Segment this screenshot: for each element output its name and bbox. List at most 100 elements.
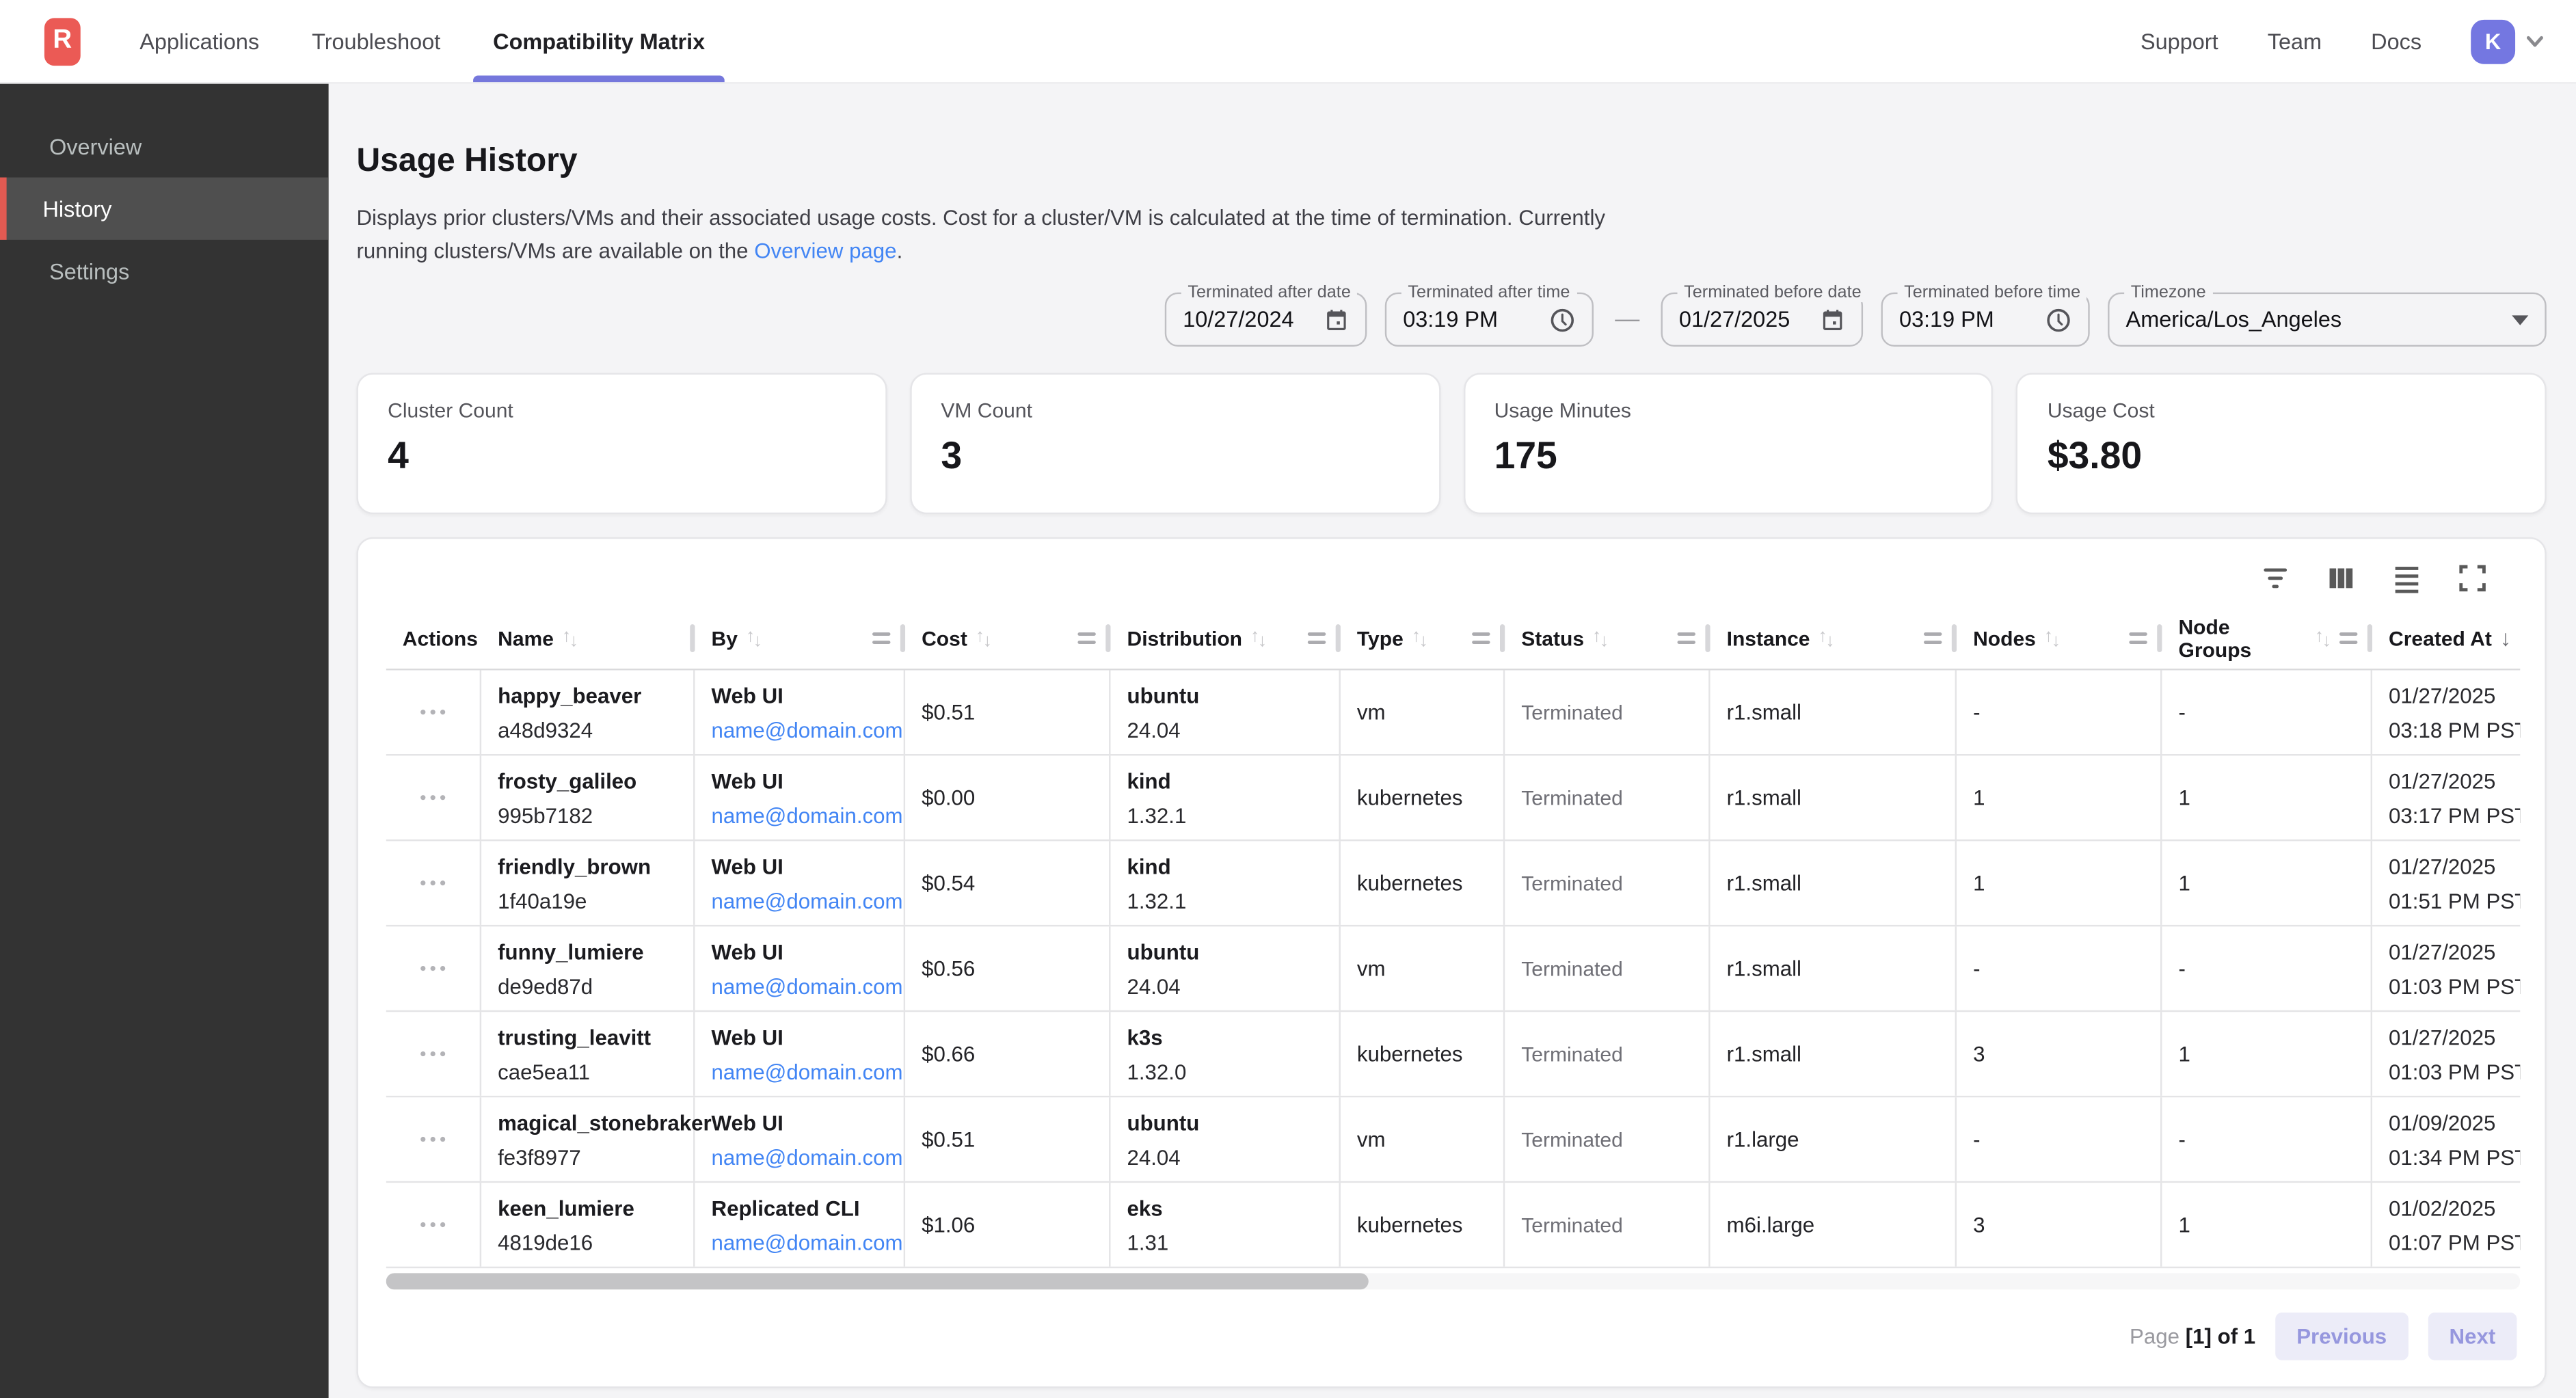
- column-header-node-groups[interactable]: Node Groups ↑ ↓: [2162, 608, 2373, 669]
- column-separator[interactable]: [2367, 624, 2373, 653]
- email-link[interactable]: name@domain.com: [711, 1058, 903, 1084]
- columns-icon[interactable]: [2326, 563, 2356, 593]
- avatar[interactable]: K: [2471, 18, 2516, 64]
- clock-icon[interactable]: [1549, 306, 1575, 332]
- column-header-created-at[interactable]: Created At ↓: [2389, 626, 2512, 651]
- sort-icon[interactable]: ↑ ↓: [745, 626, 762, 651]
- calendar-icon[interactable]: [1324, 307, 1349, 332]
- sidebar-item-history[interactable]: History: [0, 177, 329, 240]
- previous-button[interactable]: Previous: [2275, 1313, 2409, 1360]
- sort-icon[interactable]: ↑ ↓: [1592, 626, 1609, 651]
- column-header-by[interactable]: By ↑ ↓: [695, 608, 906, 669]
- by-cell: Replicated CLI name@domain.com: [695, 1183, 906, 1267]
- sort-icon[interactable]: ↑ ↓: [561, 626, 578, 651]
- row-actions-button[interactable]: [414, 870, 452, 896]
- column-menu-icon[interactable]: [872, 632, 891, 644]
- column-header-status[interactable]: Status ↑ ↓: [1505, 608, 1710, 669]
- column-header-type[interactable]: Type ↑ ↓: [1341, 608, 1505, 669]
- clock-icon[interactable]: [2045, 306, 2071, 332]
- column-separator[interactable]: [1105, 624, 1111, 653]
- column-separator[interactable]: [1499, 624, 1505, 653]
- distribution-cell: ubuntu 24.04: [1110, 670, 1341, 755]
- timezone-select[interactable]: Timezone America/Los_Angeles: [2108, 282, 2547, 347]
- terminated-before-time-field[interactable]: Terminated before time 03:19 PM: [1881, 282, 2090, 347]
- column-separator[interactable]: [690, 624, 695, 653]
- sort-icon[interactable]: ↑ ↓: [1411, 626, 1428, 651]
- sort-icon[interactable]: ↑ ↓: [1250, 626, 1267, 651]
- sort-icon[interactable]: ↑ ↓: [975, 626, 992, 651]
- column-header-instance[interactable]: Instance ↑ ↓: [1710, 608, 1957, 669]
- column-menu-icon[interactable]: [1923, 632, 1942, 644]
- node-groups-cell: -: [2162, 926, 2373, 1010]
- column-menu-icon[interactable]: [1307, 632, 1326, 644]
- column-separator[interactable]: [1951, 624, 1957, 653]
- status-cell: Terminated: [1505, 755, 1710, 839]
- dropdown-arrow-icon[interactable]: [2512, 314, 2529, 325]
- column-menu-icon[interactable]: [1472, 632, 1490, 644]
- cost-cell: $0.51: [905, 670, 1111, 755]
- column-menu-icon[interactable]: [2129, 632, 2147, 644]
- email-link[interactable]: name@domain.com: [711, 973, 903, 998]
- row-actions-button[interactable]: [414, 1127, 452, 1152]
- nav-link-team[interactable]: Team: [2267, 29, 2322, 54]
- created-at-cell: 01/27/2025 03:18 PM PST: [2389, 682, 2521, 742]
- nav-link-support[interactable]: Support: [2141, 29, 2218, 54]
- column-menu-icon[interactable]: [1077, 632, 1096, 644]
- density-icon[interactable]: [2392, 563, 2421, 593]
- nav-tab-compatibility-matrix[interactable]: Compatibility Matrix: [473, 0, 725, 83]
- fullscreen-icon[interactable]: [2458, 563, 2487, 593]
- column-header-cost[interactable]: Cost ↑ ↓: [905, 608, 1111, 669]
- row-actions-button[interactable]: [414, 699, 452, 725]
- type-cell: vm: [1341, 926, 1505, 1010]
- terminated-after-time-field[interactable]: Terminated after time 03:19 PM: [1384, 282, 1594, 347]
- sort-icon[interactable]: ↑ ↓: [2314, 626, 2331, 651]
- sidebar-item-settings[interactable]: Settings: [49, 258, 130, 284]
- row-actions-button[interactable]: [414, 1212, 452, 1237]
- column-separator[interactable]: [1335, 624, 1341, 653]
- terminated-before-date-field[interactable]: Terminated before date 01/27/2025: [1661, 282, 1868, 347]
- email-link[interactable]: name@domain.com: [711, 1144, 903, 1169]
- sort-icon[interactable]: ↑ ↓: [1818, 626, 1835, 651]
- row-actions-cell: [386, 1097, 482, 1181]
- type-cell: vm: [1341, 1097, 1505, 1181]
- sort-desc-icon[interactable]: ↓: [2499, 626, 2512, 651]
- column-header-actions: Actions: [402, 626, 478, 650]
- nodes-cell: -: [1957, 1097, 2162, 1181]
- column-separator[interactable]: [1705, 624, 1710, 653]
- status-cell: Terminated: [1505, 1097, 1710, 1181]
- nav-tab-applications[interactable]: Applications: [139, 29, 260, 54]
- email-link[interactable]: name@domain.com: [711, 716, 903, 742]
- column-separator[interactable]: [900, 624, 906, 653]
- column-menu-icon[interactable]: [1677, 632, 1695, 644]
- email-link[interactable]: name@domain.com: [711, 887, 903, 913]
- name-cell: trusting_leavitt cae5ea11: [481, 1012, 695, 1096]
- column-menu-icon[interactable]: [2339, 632, 2358, 644]
- by-cell: Web UI name@domain.com: [695, 670, 906, 755]
- row-actions-button[interactable]: [414, 956, 452, 981]
- calendar-icon[interactable]: [1821, 307, 1845, 332]
- sort-icon[interactable]: ↑ ↓: [2043, 626, 2061, 651]
- next-button[interactable]: Next: [2428, 1313, 2517, 1360]
- instance-cell: r1.small: [1710, 1012, 1957, 1096]
- column-header-distribution[interactable]: Distribution ↑ ↓: [1110, 608, 1341, 669]
- email-link[interactable]: name@domain.com: [711, 802, 903, 827]
- terminated-after-date-field[interactable]: Terminated after date 10/27/2024: [1164, 282, 1367, 347]
- email-link[interactable]: name@domain.com: [711, 1229, 903, 1254]
- row-actions-button[interactable]: [414, 785, 452, 810]
- horizontal-scrollbar-track[interactable]: [386, 1273, 2521, 1290]
- overview-page-link[interactable]: Overview page: [754, 237, 897, 263]
- account-menu[interactable]: K: [2471, 18, 2547, 64]
- sidebar-item-overview[interactable]: Overview: [49, 133, 142, 159]
- nav-link-docs[interactable]: Docs: [2371, 29, 2422, 54]
- column-header-nodes[interactable]: Nodes ↑ ↓: [1957, 608, 2162, 669]
- row-actions-cell: [386, 670, 482, 755]
- filter-icon[interactable]: [2261, 563, 2290, 593]
- horizontal-scrollbar-thumb[interactable]: [386, 1273, 1368, 1290]
- table-row: magical_stonebraker fe3f8977 Web UI name@d…: [386, 1097, 2521, 1183]
- table-row: friendly_brown 1f40a19e Web UI name@domain…: [386, 841, 2521, 927]
- nav-tab-troubleshoot[interactable]: Troubleshoot: [312, 29, 441, 54]
- column-separator[interactable]: [2157, 624, 2162, 653]
- column-header-name[interactable]: Name ↑ ↓: [481, 608, 695, 669]
- replicated-logo[interactable]: R: [44, 17, 81, 65]
- row-actions-button[interactable]: [414, 1041, 452, 1066]
